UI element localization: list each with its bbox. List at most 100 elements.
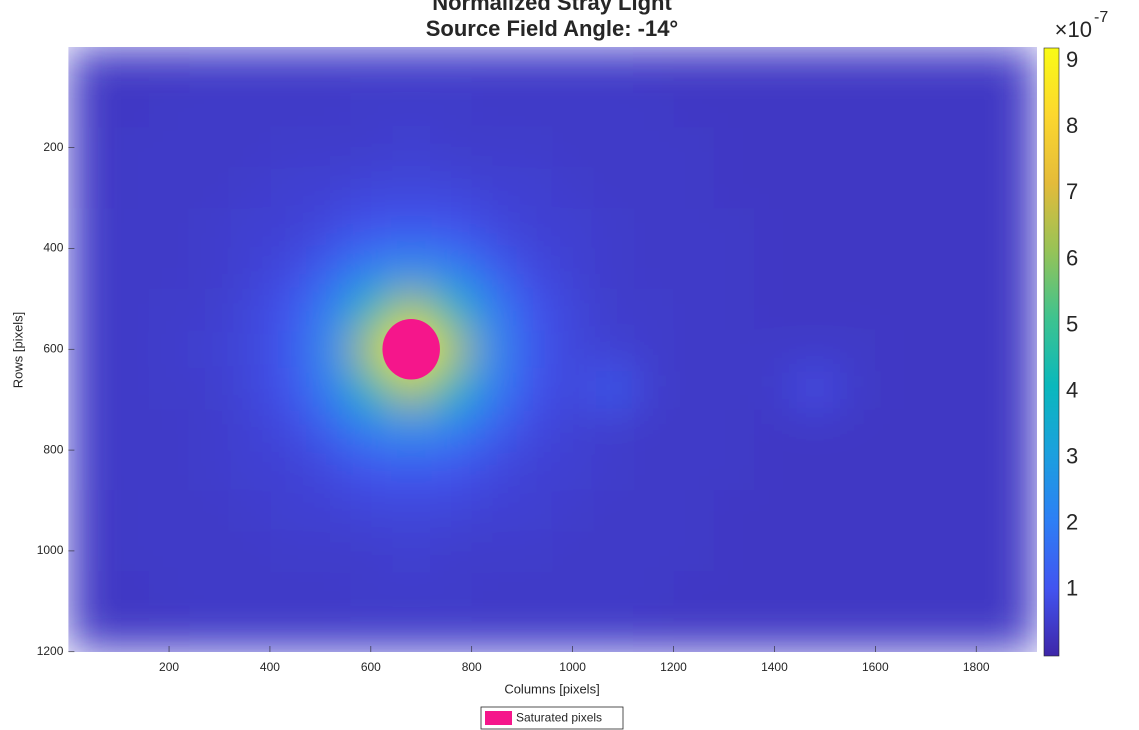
heat-cell	[350, 571, 392, 612]
heat-cell	[956, 87, 997, 128]
heat-cell	[431, 288, 473, 330]
heat-cell	[834, 530, 876, 572]
heat-cell	[713, 571, 755, 612]
heat-cell	[512, 208, 553, 249]
heat-cell	[350, 288, 392, 330]
heat-cell	[673, 571, 715, 612]
heat-cell	[229, 490, 271, 532]
heat-cell	[108, 409, 150, 451]
heat-cell	[471, 369, 513, 411]
heat-cell	[915, 490, 957, 532]
heat-cell	[834, 611, 876, 652]
heat-cell	[996, 409, 1037, 451]
saturated-region	[382, 318, 440, 380]
heat-cell	[269, 450, 311, 491]
heat-cell	[633, 571, 675, 612]
heat-cell	[834, 167, 876, 209]
heat-cell	[592, 450, 634, 491]
x-axis-label: Columns [pixels]	[504, 681, 599, 696]
heat-cell	[713, 329, 755, 370]
chart-subtitle: Source Field Angle: -14°	[426, 16, 678, 41]
heat-cell	[592, 47, 634, 88]
heat-cell	[310, 47, 352, 88]
heat-cell	[592, 490, 634, 532]
heat-cell	[592, 248, 634, 290]
heat-cell	[633, 530, 675, 572]
heat-cell	[834, 47, 876, 88]
heat-cell	[956, 369, 997, 411]
heat-cell	[915, 530, 957, 572]
heat-cell	[269, 288, 311, 330]
heat-cell	[996, 490, 1037, 532]
heat-cell	[471, 530, 513, 572]
colorbar-tick-label: 4	[1066, 377, 1078, 402]
heat-cell	[754, 47, 796, 88]
heat-cell	[552, 450, 594, 491]
heat-cell	[189, 530, 231, 572]
heat-cell	[108, 490, 150, 532]
heat-cell	[996, 571, 1037, 612]
heat-cell	[592, 127, 634, 169]
heat-cell	[794, 450, 836, 491]
heat-cell	[592, 530, 634, 572]
heat-cell	[391, 167, 432, 209]
heat-cell	[592, 329, 634, 370]
heat-cell	[552, 87, 594, 128]
heat-cell	[471, 87, 513, 128]
heat-cell	[431, 127, 473, 169]
heat-cell	[391, 450, 432, 491]
heat-cell	[673, 208, 715, 249]
heat-cell	[673, 530, 715, 572]
heat-cell	[471, 127, 513, 169]
heat-cell	[471, 611, 513, 652]
heat-cell	[108, 530, 150, 572]
heat-cell	[512, 490, 553, 532]
heat-cell	[310, 409, 352, 451]
heat-cell	[108, 87, 150, 128]
heat-cell	[875, 450, 917, 491]
heat-cell	[108, 450, 150, 491]
heat-cell	[108, 329, 150, 370]
overlay: 200 400 600 800 1000 1200 1400 1600 180020040060…	[37, 47, 1079, 674]
heat-cell	[996, 167, 1037, 209]
heat-cell	[875, 369, 917, 411]
heat-cell	[310, 571, 352, 612]
heat-cell	[229, 369, 271, 411]
heat-cell	[68, 329, 110, 370]
heat-cell	[189, 409, 231, 451]
heat-cell	[229, 611, 271, 652]
heat-cell	[592, 288, 634, 330]
x-tick-label: 1000	[559, 660, 586, 674]
y-tick-label: 200	[43, 140, 63, 154]
heat-cell	[350, 450, 392, 491]
heat-cell	[148, 288, 190, 330]
heat-cell	[148, 87, 190, 128]
heat-cell	[915, 288, 957, 330]
heat-cell	[310, 208, 352, 249]
heat-cell	[269, 409, 311, 451]
heat-cell	[875, 87, 917, 128]
heat-cell	[391, 409, 432, 451]
heat-cell	[471, 47, 513, 88]
heat-cell	[915, 611, 957, 652]
heat-cell	[269, 611, 311, 652]
heat-cell	[512, 611, 553, 652]
heat-cell	[834, 369, 876, 411]
heat-cell	[794, 47, 836, 88]
heat-cell	[68, 87, 110, 128]
heat-cell	[148, 450, 190, 491]
heat-cell	[956, 47, 997, 88]
heat-cell	[794, 530, 836, 572]
heat-cell	[229, 248, 271, 290]
heat-cell	[391, 248, 432, 290]
heat-cell	[269, 329, 311, 370]
heat-cell	[310, 329, 352, 370]
heat-cell	[310, 248, 352, 290]
heat-cell	[189, 127, 231, 169]
heat-cell	[915, 409, 957, 451]
heat-cell	[189, 47, 231, 88]
heat-cell	[673, 450, 715, 491]
heat-cell	[552, 47, 594, 88]
